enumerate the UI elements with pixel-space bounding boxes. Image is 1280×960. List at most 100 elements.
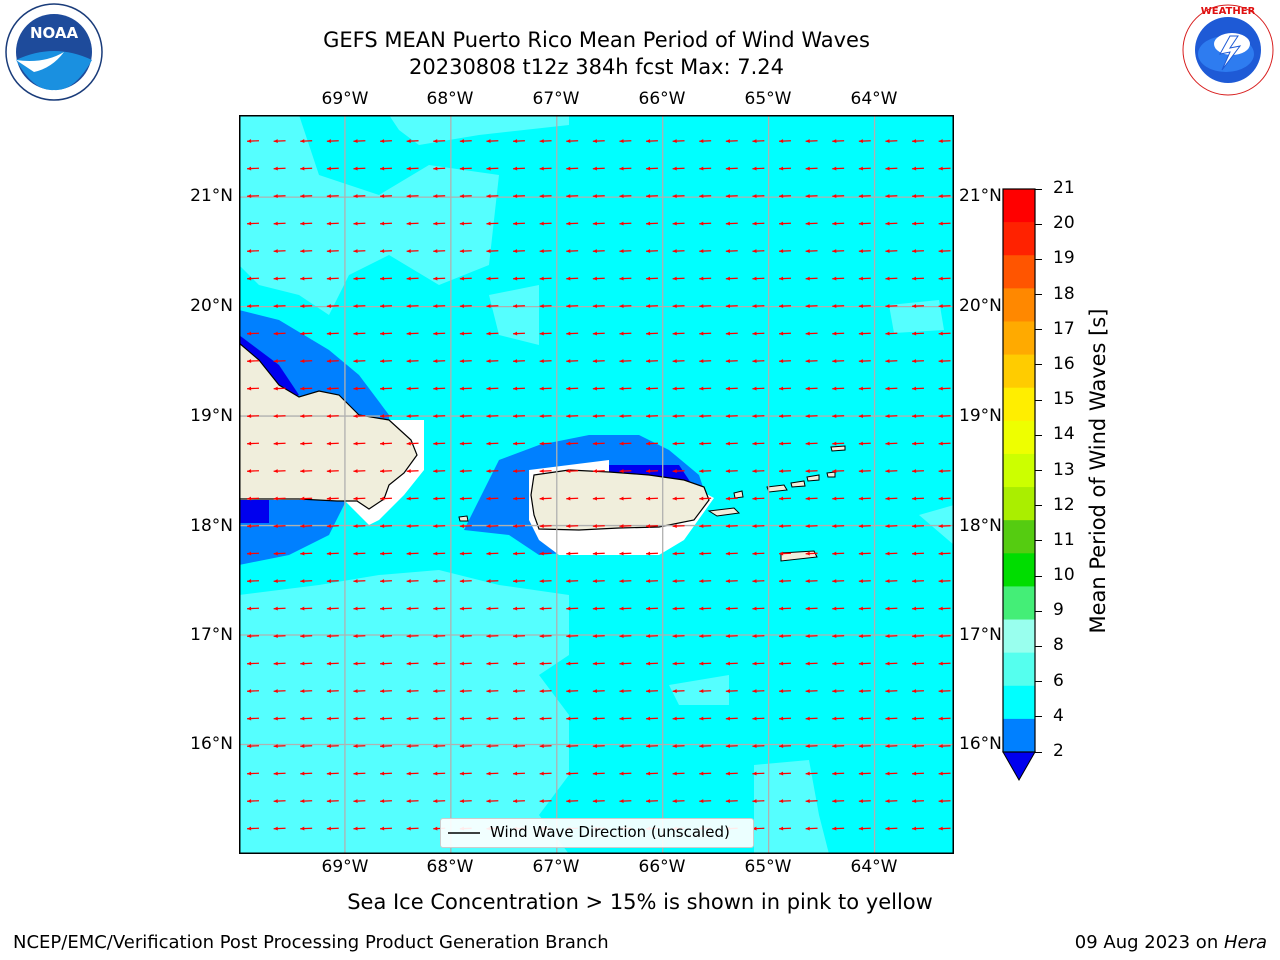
wind-arrow — [486, 359, 499, 364]
wind-arrow — [300, 661, 313, 666]
wind-arrow — [885, 166, 898, 171]
wind-arrow — [566, 689, 579, 694]
sea-light-patch — [389, 115, 569, 145]
wind-arrow — [459, 606, 472, 611]
wind-arrow — [273, 331, 286, 336]
wind-arrow — [752, 496, 765, 501]
wind-arrow — [353, 799, 366, 804]
wind-arrow — [566, 799, 579, 804]
wind-arrow — [699, 221, 712, 226]
title-line-1: GEFS MEAN Puerto Rico Mean Period of Win… — [323, 28, 870, 52]
wind-arrow — [513, 331, 525, 336]
wind-arrow — [539, 249, 552, 254]
colorbar-segment — [1003, 354, 1035, 389]
wind-arrow — [566, 359, 579, 364]
wind-arrow — [406, 414, 419, 419]
wind-arrow — [539, 469, 552, 474]
wind-arrow — [752, 634, 765, 639]
wind-arrow — [779, 441, 791, 446]
wind-arrow — [752, 799, 765, 804]
wind-arrow — [938, 634, 951, 639]
wind-arrow — [406, 744, 419, 749]
wind-arrow — [433, 771, 446, 776]
footer-branch: NCEP/EMC/Verification Post Processing Pr… — [13, 932, 609, 953]
wind-arrow — [513, 579, 525, 584]
wind-arrow — [832, 441, 845, 446]
sea-ice-note: Sea Ice Concentration > 15% is shown in … — [347, 890, 933, 914]
wind-arrow — [858, 304, 871, 309]
wind-arrow — [885, 304, 898, 309]
wind-arrow — [699, 771, 712, 776]
wind-arrow — [619, 276, 632, 281]
wind-arrow — [406, 221, 419, 226]
wind-arrow — [725, 661, 738, 666]
wind-arrow — [858, 496, 871, 501]
wind-arrow — [513, 551, 525, 556]
wind-arrow — [699, 524, 712, 529]
land-culebra — [733, 490, 744, 499]
wind-arrow — [566, 331, 579, 336]
wind-arrow — [380, 386, 392, 391]
wind-arrow — [646, 689, 658, 694]
lon-label-top-65w: 65°W — [744, 89, 792, 109]
wind-arrow — [326, 414, 339, 419]
wind-arrow — [646, 249, 658, 254]
wind-arrow — [805, 304, 818, 309]
wind-arrow — [247, 166, 259, 171]
wind-arrow — [247, 496, 259, 501]
wind-arrow — [326, 331, 339, 336]
wind-arrow — [406, 249, 419, 254]
wind-arrow — [273, 606, 286, 611]
wind-arrow — [779, 524, 791, 529]
wind-arrow — [513, 386, 525, 391]
wind-arrow — [247, 221, 259, 226]
wind-arrow — [326, 799, 339, 804]
wind-arrow — [832, 166, 845, 171]
wind-arrow — [380, 689, 392, 694]
wind-arrow — [247, 524, 259, 529]
wind-arrow — [566, 716, 579, 721]
wind-arrow — [380, 276, 392, 281]
wind-arrow — [725, 166, 738, 171]
wind-arrow — [353, 771, 366, 776]
lat-label-right-17n: 17°N — [959, 625, 1002, 645]
wind-arrow — [433, 441, 446, 446]
wind-arrow — [566, 386, 579, 391]
wind-arrow — [885, 414, 898, 419]
wind-arrow — [646, 194, 658, 199]
wind-arrow — [858, 469, 871, 474]
wind-arrow — [885, 469, 898, 474]
wind-arrow — [273, 689, 286, 694]
wind-arrow — [380, 524, 392, 529]
wind-arrow — [486, 579, 499, 584]
wind-arrow — [247, 194, 259, 199]
wind-arrow — [406, 799, 419, 804]
colorbar-tick-label: 19 — [1053, 248, 1075, 269]
lat-label-left-17n: 17°N — [190, 625, 233, 645]
wind-arrow — [912, 496, 924, 501]
colorbar-segment — [1003, 487, 1035, 521]
wind-arrow — [433, 799, 446, 804]
wind-arrow — [433, 414, 446, 419]
colorbar-segment — [1003, 222, 1035, 256]
wind-arrow — [247, 304, 259, 309]
wind-arrow — [805, 634, 818, 639]
wind-arrow — [912, 799, 924, 804]
wind-arrow — [912, 661, 924, 666]
wind-arrow — [300, 634, 313, 639]
wind-arrow — [805, 166, 818, 171]
wind-arrow — [406, 524, 419, 529]
wind-arrow — [380, 441, 392, 446]
land-virgin-gorda — [826, 471, 836, 478]
wind-arrow — [912, 441, 924, 446]
wind-arrow — [353, 496, 366, 501]
wind-arrow — [752, 166, 765, 171]
colorbar-tick-mark — [1035, 505, 1042, 507]
wind-arrow — [699, 139, 712, 144]
wind-arrow — [672, 524, 685, 529]
wind-arrow — [699, 661, 712, 666]
wind-arrow — [672, 276, 685, 281]
wind-arrow — [353, 661, 366, 666]
wind-arrow — [619, 441, 632, 446]
wind-arrow — [619, 716, 632, 721]
